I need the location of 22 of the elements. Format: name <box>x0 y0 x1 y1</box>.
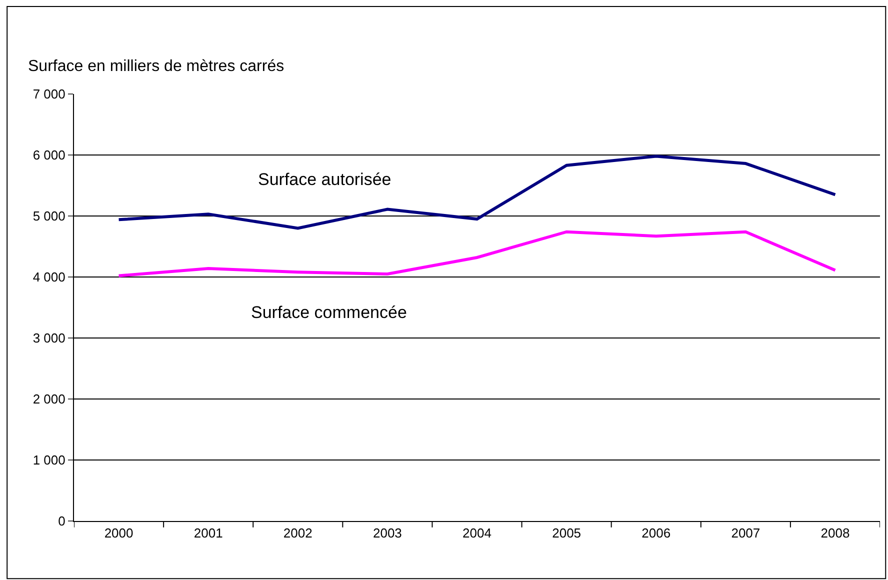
y-tick-label: 5 000 <box>32 208 66 224</box>
y-tick-label: 7 000 <box>32 86 66 102</box>
x-tick-label: 2001 <box>194 526 223 541</box>
x-tick-label: 2004 <box>462 526 492 541</box>
x-tick-label: 2003 <box>372 526 402 541</box>
y-axis-title: Surface en milliers de mètres carrés <box>28 58 284 75</box>
y-tick-label: 3 000 <box>32 330 66 346</box>
x-tick-label: 2002 <box>283 526 312 541</box>
y-tick-label: 6 000 <box>32 148 66 163</box>
x-tick-label: 2006 <box>642 526 671 541</box>
y-tick-label: 4 000 <box>32 270 66 285</box>
x-tick-label: 2008 <box>820 526 850 541</box>
line-series <box>117 154 837 230</box>
x-tick-label: 2007 <box>731 526 760 541</box>
y-tick-label: 2 000 <box>32 392 66 407</box>
y-tick-label: 1 000 <box>32 452 66 468</box>
x-tick-label: 2000 <box>104 526 134 541</box>
x-tick-label: 2005 <box>552 526 582 541</box>
series-label: Surface commencée <box>251 303 407 322</box>
y-tick-label: 0 <box>58 514 66 529</box>
line-series <box>117 230 837 278</box>
series-label: Surface autorisée <box>258 170 392 189</box>
